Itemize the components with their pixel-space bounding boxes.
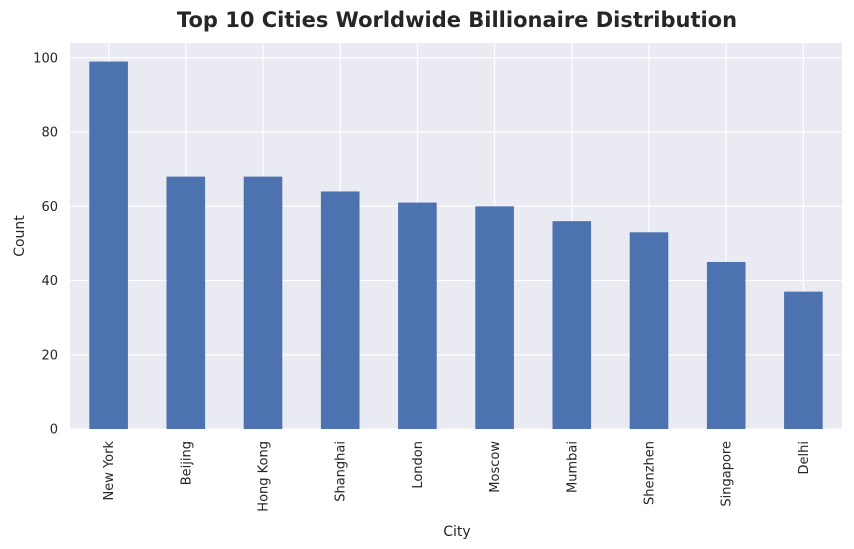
bar-shenzhen xyxy=(629,232,669,429)
x-tick-label: Shenzhen xyxy=(643,441,658,505)
bar-new-york xyxy=(89,61,128,430)
bar-hong-kong xyxy=(243,176,283,429)
x-tick-label: New York xyxy=(102,441,117,501)
y-tick-labels: 0 20 40 60 80 100 xyxy=(33,51,58,437)
x-tick-label: Hong Kong xyxy=(257,441,272,512)
bar-shanghai xyxy=(320,191,360,429)
x-tick-label: Mumbai xyxy=(565,441,580,493)
y-tick-label: 60 xyxy=(41,200,58,215)
x-tick-label: Shanghai xyxy=(334,441,349,502)
x-tick-label: London xyxy=(411,441,426,489)
x-tick-labels: New York Beijing Hong Kong Shanghai London Mo… xyxy=(102,441,812,512)
bar-mumbai xyxy=(552,221,592,429)
y-tick-label: 100 xyxy=(33,51,58,66)
bars xyxy=(89,61,823,430)
y-axis-label: Count xyxy=(12,215,28,257)
y-tick-label: 80 xyxy=(41,126,58,141)
x-tick-label: Moscow xyxy=(488,441,503,493)
x-tick-label: Delhi xyxy=(797,441,812,474)
y-tick-label: 40 xyxy=(41,274,58,289)
bar-moscow xyxy=(475,206,514,429)
y-tick-label: 0 xyxy=(50,423,58,438)
bar-beijing xyxy=(166,176,206,429)
x-tick-label: Beijing xyxy=(179,441,194,485)
x-tick-label: Singapore xyxy=(720,441,735,507)
x-axis-label: City xyxy=(443,524,470,540)
bar-delhi xyxy=(784,291,823,429)
chart-title: Top 10 Cities Worldwide Billionaire Dist… xyxy=(177,8,737,32)
bar-london xyxy=(398,202,437,429)
bar-singapore xyxy=(706,261,746,429)
y-tick-label: 20 xyxy=(41,348,58,363)
